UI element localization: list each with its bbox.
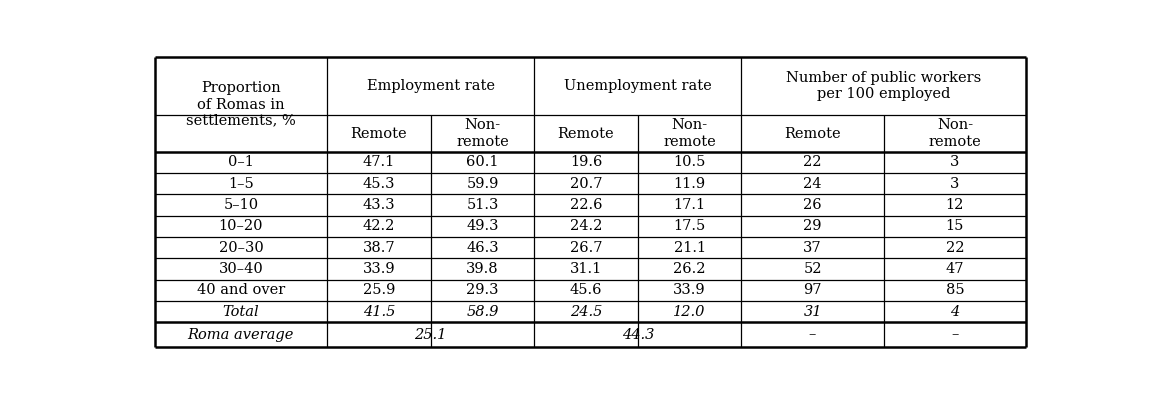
- Text: 12: 12: [946, 198, 964, 212]
- Text: 19.6: 19.6: [570, 156, 602, 170]
- Text: 4: 4: [950, 305, 960, 319]
- Text: 33.9: 33.9: [673, 284, 706, 298]
- Text: Non-
remote: Non- remote: [456, 118, 509, 149]
- Text: 17.1: 17.1: [674, 198, 706, 212]
- Text: 0–1: 0–1: [228, 156, 253, 170]
- Text: 40 and over: 40 and over: [197, 284, 285, 298]
- Text: 97: 97: [803, 284, 821, 298]
- Text: 29: 29: [803, 220, 821, 234]
- Text: 11.9: 11.9: [674, 177, 706, 191]
- Text: 31: 31: [803, 305, 821, 319]
- Text: 49.3: 49.3: [467, 220, 499, 234]
- Text: Number of public workers
per 100 employed: Number of public workers per 100 employe…: [786, 71, 982, 101]
- Text: Non-
remote: Non- remote: [929, 118, 982, 149]
- Text: 30–40: 30–40: [219, 262, 264, 276]
- Text: 47: 47: [946, 262, 964, 276]
- Text: 42.2: 42.2: [363, 220, 395, 234]
- Text: 26.7: 26.7: [570, 241, 602, 255]
- Text: 44.3: 44.3: [622, 328, 654, 342]
- Text: 24.5: 24.5: [570, 305, 602, 319]
- Text: 51.3: 51.3: [467, 198, 499, 212]
- Text: 12.0: 12.0: [674, 305, 706, 319]
- Text: Remote: Remote: [350, 126, 407, 140]
- Text: 20.7: 20.7: [570, 177, 602, 191]
- Text: 31.1: 31.1: [570, 262, 602, 276]
- Text: 47.1: 47.1: [363, 156, 395, 170]
- Text: 29.3: 29.3: [467, 284, 499, 298]
- Text: 58.9: 58.9: [467, 305, 499, 319]
- Text: 45.3: 45.3: [363, 177, 395, 191]
- Text: 5–10: 5–10: [223, 198, 258, 212]
- Text: 26: 26: [803, 198, 821, 212]
- Text: 22: 22: [803, 156, 821, 170]
- Text: –: –: [809, 328, 817, 342]
- Text: Unemployment rate: Unemployment rate: [564, 79, 712, 93]
- Text: Total: Total: [222, 305, 259, 319]
- Text: 59.9: 59.9: [467, 177, 499, 191]
- Text: Roma average: Roma average: [188, 328, 294, 342]
- Text: 1–5: 1–5: [228, 177, 253, 191]
- Text: 45.6: 45.6: [570, 284, 602, 298]
- Text: Employment rate: Employment rate: [366, 79, 494, 93]
- Text: 10–20: 10–20: [219, 220, 263, 234]
- Text: 43.3: 43.3: [363, 198, 395, 212]
- Text: Non-
remote: Non- remote: [664, 118, 717, 149]
- Text: 17.5: 17.5: [674, 220, 706, 234]
- Text: 39.8: 39.8: [467, 262, 499, 276]
- Text: 25.1: 25.1: [415, 328, 447, 342]
- Text: 22: 22: [946, 241, 964, 255]
- Text: 15: 15: [946, 220, 964, 234]
- Text: 25.9: 25.9: [363, 284, 395, 298]
- Text: 10.5: 10.5: [674, 156, 706, 170]
- Text: Remote: Remote: [785, 126, 841, 140]
- Text: 21.1: 21.1: [674, 241, 706, 255]
- Text: 46.3: 46.3: [467, 241, 499, 255]
- Text: 33.9: 33.9: [363, 262, 395, 276]
- Text: Proportion
of Romas in
settlements, %: Proportion of Romas in settlements, %: [185, 81, 296, 128]
- Text: 24: 24: [803, 177, 821, 191]
- Text: 26.2: 26.2: [674, 262, 706, 276]
- Text: 52: 52: [803, 262, 821, 276]
- Text: 37: 37: [803, 241, 821, 255]
- Text: 60.1: 60.1: [467, 156, 499, 170]
- Text: 85: 85: [946, 284, 964, 298]
- Text: 41.5: 41.5: [363, 305, 395, 319]
- Text: –: –: [952, 328, 958, 342]
- Text: 22.6: 22.6: [570, 198, 602, 212]
- Text: 3: 3: [950, 156, 960, 170]
- Text: 20–30: 20–30: [219, 241, 264, 255]
- Text: 38.7: 38.7: [363, 241, 395, 255]
- Text: 24.2: 24.2: [570, 220, 602, 234]
- Text: 3: 3: [950, 177, 960, 191]
- Text: Remote: Remote: [558, 126, 614, 140]
